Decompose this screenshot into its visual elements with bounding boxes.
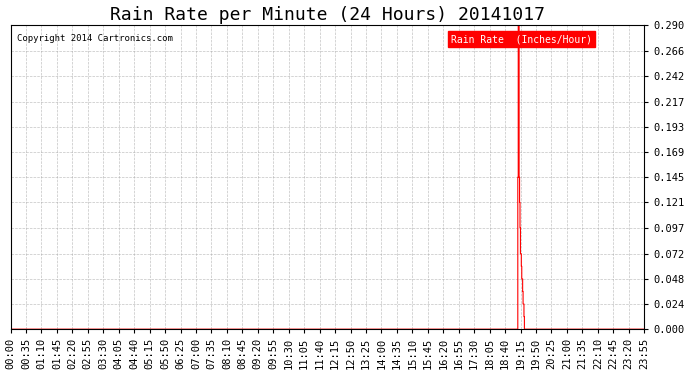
Text: Copyright 2014 Cartronics.com: Copyright 2014 Cartronics.com [17, 34, 172, 43]
Title: Rain Rate per Minute (24 Hours) 20141017: Rain Rate per Minute (24 Hours) 20141017 [110, 6, 545, 24]
Text: Rain Rate  (Inches/Hour): Rain Rate (Inches/Hour) [451, 34, 592, 44]
